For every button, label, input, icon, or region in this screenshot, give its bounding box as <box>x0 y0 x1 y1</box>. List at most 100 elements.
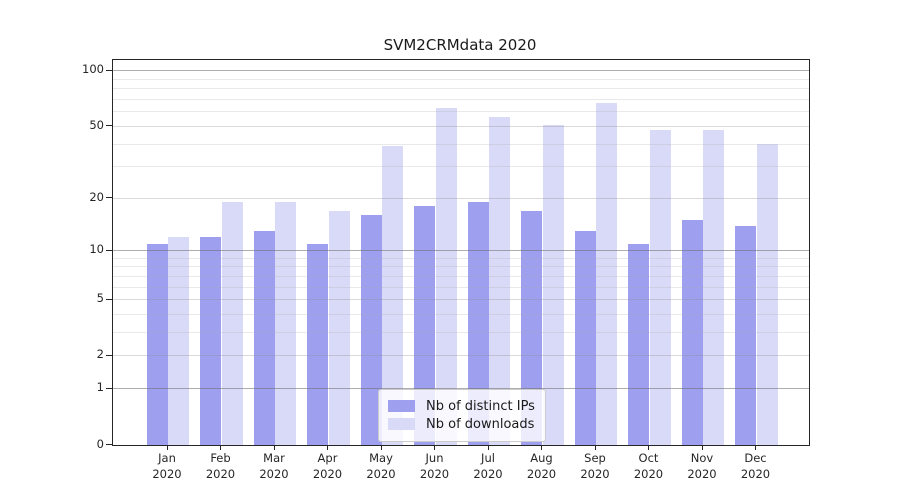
y-tick-mark-0 <box>106 444 112 445</box>
x-tick-month: Jun <box>425 451 444 465</box>
bar-distinct-ips-mar <box>253 231 275 445</box>
x-tick-month: Feb <box>210 451 231 465</box>
x-tick-year: 2020 <box>687 467 717 481</box>
y-tick-mark-2 <box>106 354 112 356</box>
gridline-90 <box>113 78 809 80</box>
x-tick-year: 2020 <box>633 467 664 481</box>
bar-distinct-ips-may <box>360 215 382 445</box>
x-tick-month: Nov <box>690 451 714 465</box>
gridline-70 <box>113 99 809 101</box>
y-tick-mark-1 <box>106 387 112 389</box>
bar-downloads-jul <box>489 117 511 445</box>
y-tick-label-5: 5 <box>96 291 104 306</box>
x-tick-year: 2020 <box>259 467 289 481</box>
y-tick-label-0: 0 <box>96 436 104 451</box>
x-tick-month: Jul <box>481 451 495 465</box>
y-tick-label-100: 100 <box>82 62 104 77</box>
x-tick-year: 2020 <box>205 467 236 481</box>
bar-distinct-ips-sep <box>574 231 596 445</box>
x-tick-mark-jun <box>434 445 435 450</box>
legend: Nb of distinct IPs Nb of downloads <box>378 389 546 442</box>
legend-label-downloads: Nb of downloads <box>426 416 535 432</box>
y-tick-mark-100 <box>106 69 112 71</box>
bar-downloads-feb <box>221 202 243 445</box>
bar-downloads-oct <box>649 129 671 445</box>
bar-downloads-aug <box>542 124 564 445</box>
x-tick-mark-mar <box>273 445 275 450</box>
gridline-50 <box>113 125 809 127</box>
x-tick-mark-sep <box>594 445 596 450</box>
x-tick-label-nov: Nov 2020 <box>674 450 730 482</box>
bar-downloads-mar <box>275 202 297 445</box>
bar-distinct-ips-apr <box>307 243 329 445</box>
bar-downloads-nov <box>703 129 725 445</box>
x-tick-mark-jan <box>166 445 168 450</box>
x-tick-year: 2020 <box>419 467 450 481</box>
x-tick-year: 2020 <box>473 467 503 481</box>
x-tick-label-apr: Apr 2020 <box>300 450 356 482</box>
x-tick-month: Dec <box>744 451 767 465</box>
bar-distinct-ips-jul <box>467 202 489 445</box>
bar-downloads-dec <box>756 144 778 445</box>
bar-downloads-jun <box>435 107 457 445</box>
x-tick-mark-feb <box>220 445 221 450</box>
bar-distinct-ips-dec <box>735 225 757 445</box>
bar-downloads-apr <box>328 210 350 445</box>
legend-label-distinct-ips: Nb of distinct IPs <box>426 398 535 414</box>
x-tick-mark-may <box>380 445 382 450</box>
x-tick-label-sep: Sep 2020 <box>567 450 623 482</box>
x-tick-mark-aug <box>541 445 542 450</box>
legend-entry-downloads: Nb of downloads <box>388 416 535 432</box>
x-tick-label-jun: Jun 2020 <box>407 450 463 482</box>
y-tick-label-20: 20 <box>89 189 104 204</box>
y-tick-label-1: 1 <box>96 380 104 395</box>
x-tick-month: Jan <box>158 451 176 465</box>
bar-downloads-sep <box>596 103 618 445</box>
x-tick-label-jul: Jul 2020 <box>460 450 516 482</box>
gridline-80 <box>113 88 809 90</box>
plot-area: Nb of distinct IPs Nb of downloads <box>112 59 810 446</box>
x-tick-label-oct: Oct 2020 <box>621 450 677 482</box>
gridline-100 <box>113 70 809 72</box>
x-tick-label-dec: Dec 2020 <box>728 450 784 482</box>
bar-distinct-ips-nov <box>681 220 703 445</box>
x-tick-year: 2020 <box>580 467 610 481</box>
x-tick-month: Sep <box>584 451 606 465</box>
y-tick-mark-5 <box>106 298 112 300</box>
x-tick-month: Aug <box>530 451 553 465</box>
gridline-60 <box>113 111 809 113</box>
chart-title: SVM2CRMdata 2020 <box>383 36 537 54</box>
y-tick-mark-20 <box>106 197 112 199</box>
x-tick-month: Oct <box>638 451 659 465</box>
x-tick-month: Apr <box>317 451 338 465</box>
x-tick-year: 2020 <box>312 467 343 481</box>
x-tick-label-aug: Aug 2020 <box>514 450 570 482</box>
x-tick-year: 2020 <box>740 467 771 481</box>
x-tick-mark-oct <box>648 445 649 450</box>
y-tick-mark-10 <box>106 249 112 251</box>
y-tick-label-10: 10 <box>89 242 104 257</box>
y-tick-label-50: 50 <box>89 117 104 132</box>
legend-swatch-distinct-ips <box>388 400 415 412</box>
bar-downloads-may <box>382 146 404 445</box>
x-tick-label-mar: Mar 2020 <box>246 450 302 482</box>
x-tick-year: 2020 <box>526 467 557 481</box>
x-tick-label-feb: Feb 2020 <box>193 450 249 482</box>
x-tick-mark-nov <box>701 445 703 450</box>
x-tick-month: Mar <box>263 451 285 465</box>
bar-distinct-ips-feb <box>200 237 222 445</box>
bar-distinct-ips-aug <box>521 210 543 445</box>
x-tick-mark-dec <box>755 445 756 450</box>
bar-downloads-jan <box>168 237 190 445</box>
bar-distinct-ips-jun <box>414 206 436 445</box>
x-tick-year: 2020 <box>366 467 396 481</box>
legend-swatch-downloads <box>388 418 415 430</box>
y-tick-mark-50 <box>106 125 112 127</box>
x-tick-label-jan: Jan 2020 <box>139 450 195 482</box>
bar-distinct-ips-oct <box>628 243 650 445</box>
legend-entry-distinct-ips: Nb of distinct IPs <box>388 398 535 414</box>
bar-distinct-ips-jan <box>146 243 168 445</box>
x-tick-mark-jul <box>487 445 489 450</box>
y-tick-label-2: 2 <box>96 347 104 362</box>
